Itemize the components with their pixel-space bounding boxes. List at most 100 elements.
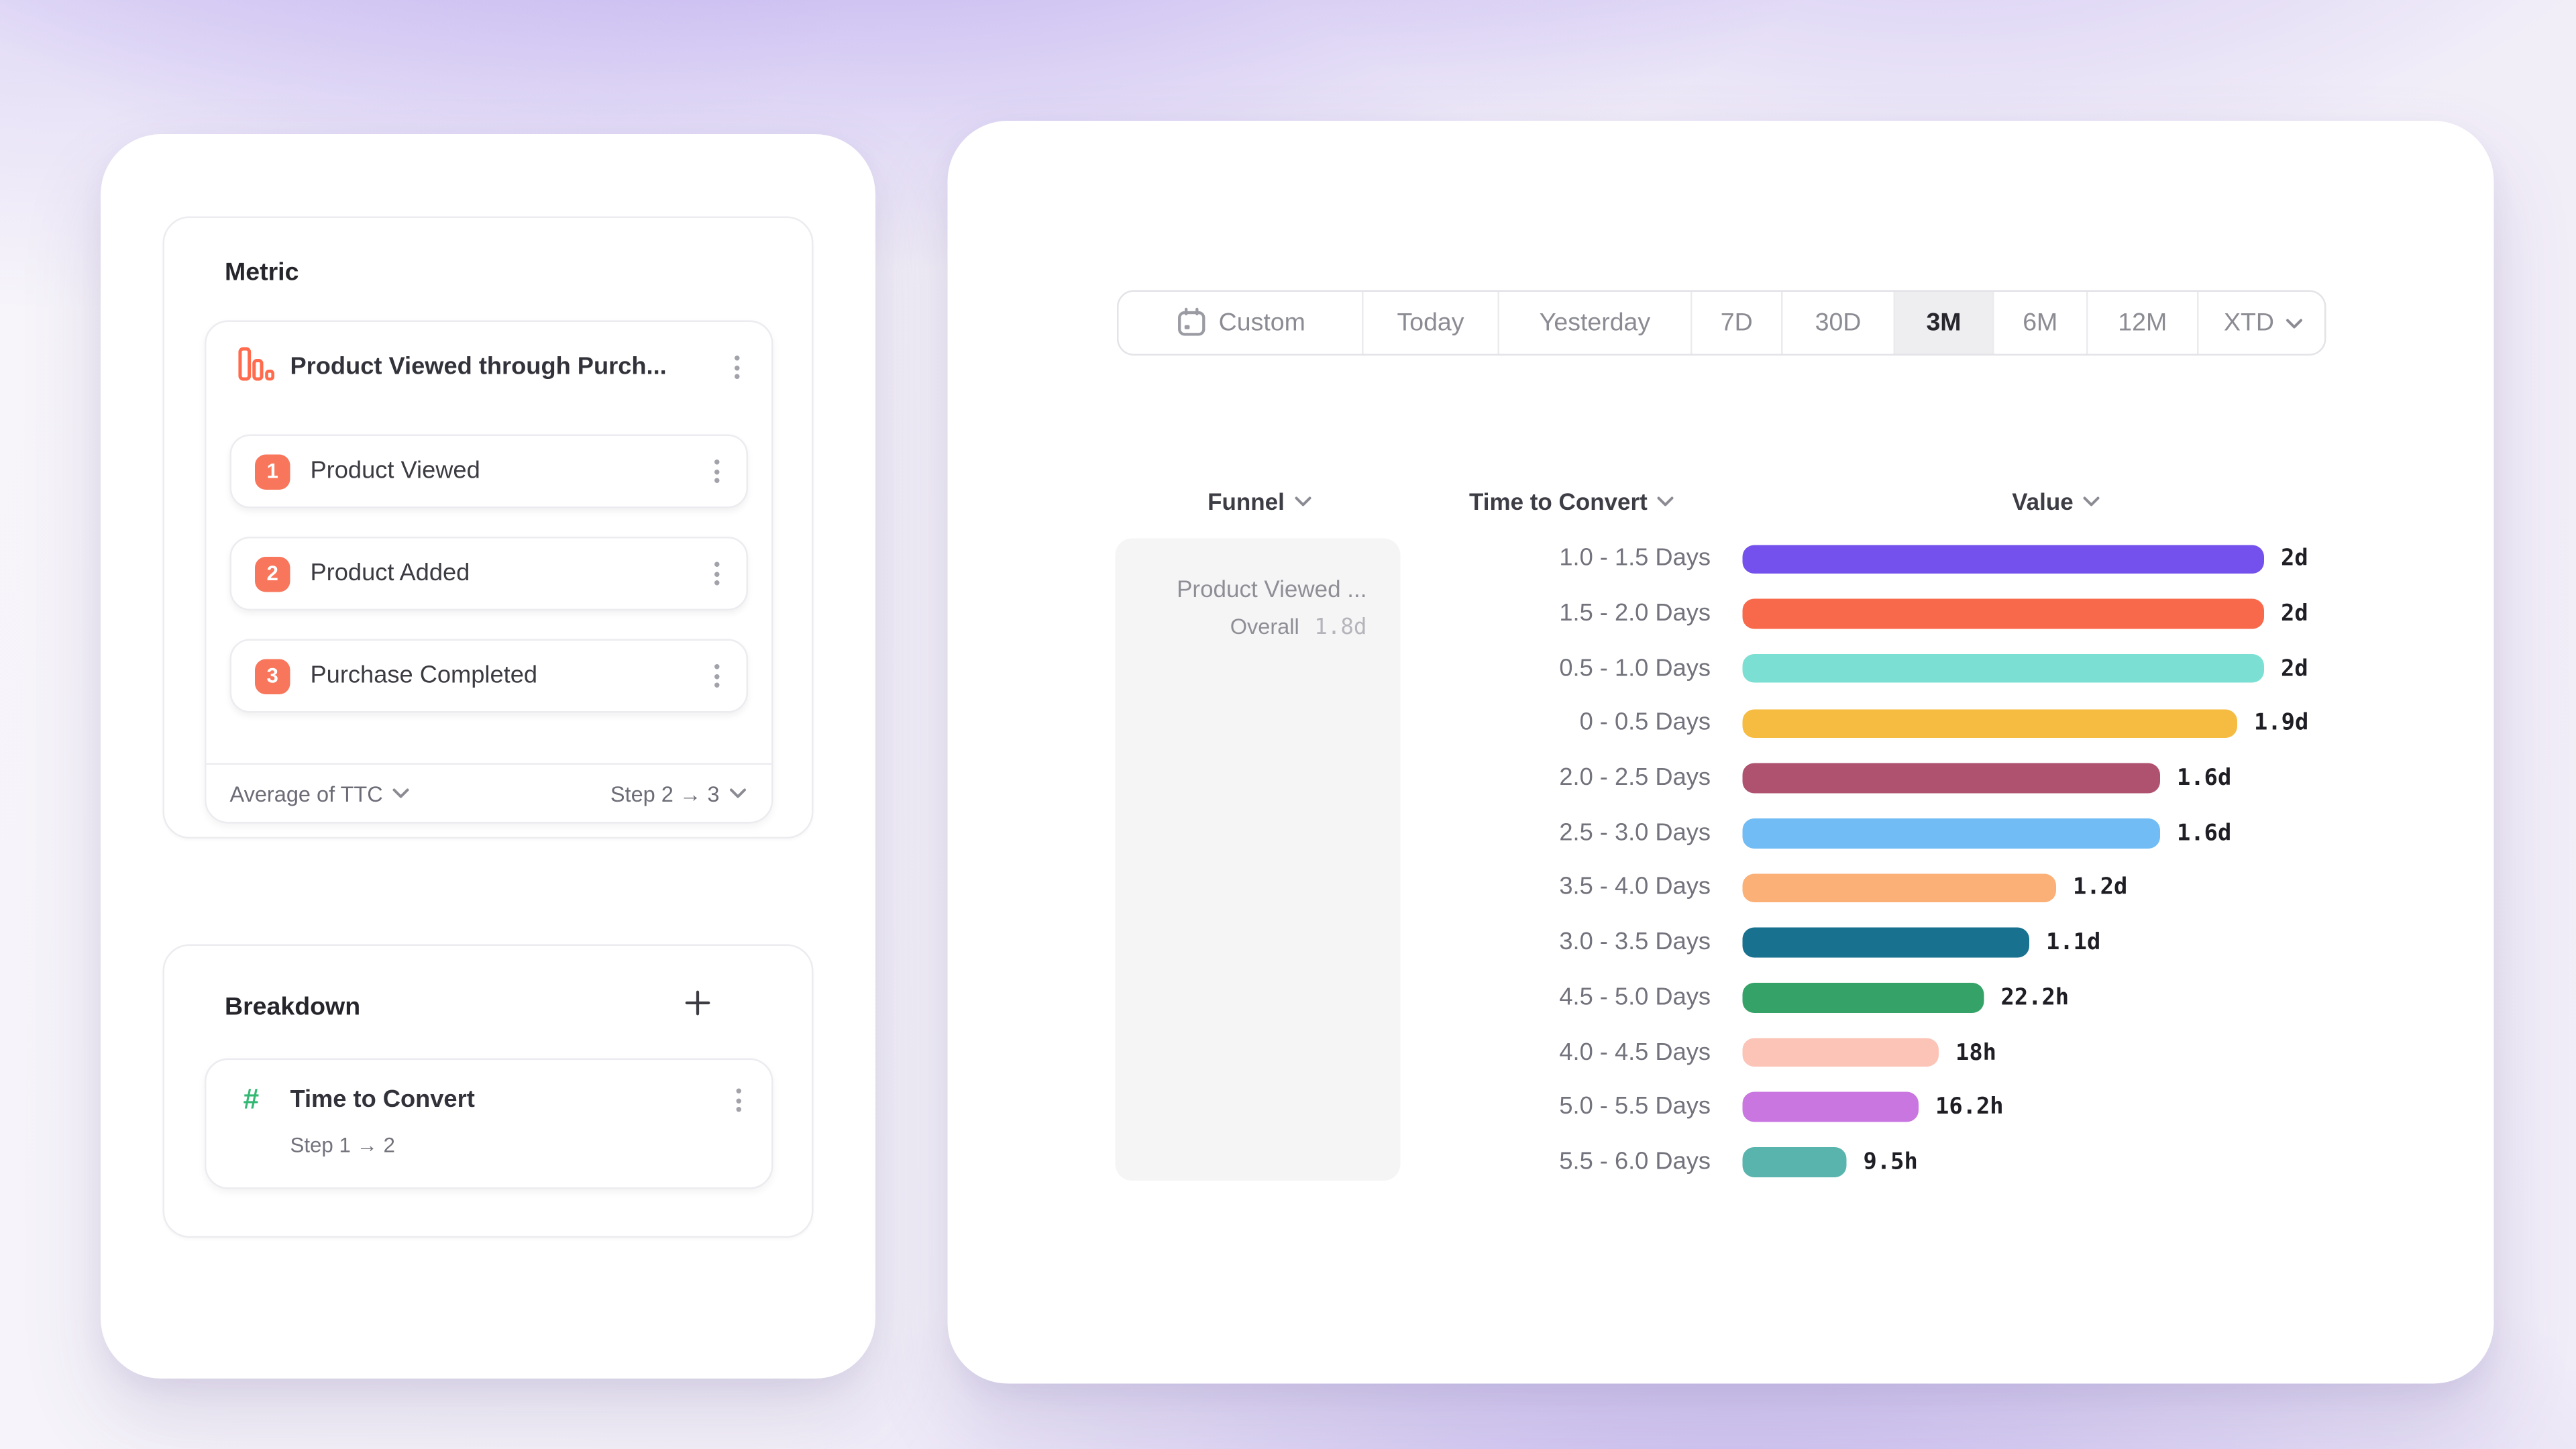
column-header-funnel[interactable]: Funnel — [1117, 488, 1402, 515]
value-bar[interactable] — [1742, 544, 2264, 574]
chevron-down-icon — [393, 788, 410, 798]
step-number-badge: 2 — [255, 555, 290, 592]
date-option-6m[interactable]: 6M — [1992, 292, 2086, 354]
value-label: 16.2h — [1935, 1093, 2004, 1121]
value-bar[interactable] — [1742, 1147, 1847, 1177]
date-option-label: 3M — [1926, 309, 1962, 337]
value-label: 1.6d — [2177, 765, 2232, 792]
overall-label: Overall — [1230, 614, 1299, 639]
value-label: 1.1d — [2046, 929, 2101, 957]
value-label: 2d — [2281, 545, 2308, 573]
value-bar[interactable] — [1742, 1092, 1919, 1122]
report-panel: Custom Today Yesterday 7D 30D 3M 6M 12M XTD Funn… — [947, 121, 2494, 1384]
bucket-label: 0 - 0.5 Days — [1579, 710, 1711, 737]
kebab-menu-icon[interactable] — [708, 453, 727, 490]
date-option-7d[interactable]: 7D — [1690, 292, 1781, 354]
value-label: 1.6d — [2177, 819, 2232, 847]
step-number-badge: 1 — [255, 453, 290, 489]
bucket-label: 3.0 - 3.5 Days — [1559, 929, 1711, 957]
bucket-label: 0.5 - 1.0 Days — [1559, 655, 1711, 682]
chart-row: 3.5 - 4.0 Days 1.2d — [948, 861, 2494, 916]
step-label: Purchase Completed — [310, 662, 538, 690]
date-option-yesterday[interactable]: Yesterday — [1497, 292, 1691, 354]
chart-row: 3.0 - 3.5 Days 1.1d — [948, 916, 2494, 971]
chart-row: 1.0 - 1.5 Days 2d — [948, 532, 2494, 587]
value-bar[interactable] — [1742, 599, 2264, 629]
date-option-30d[interactable]: 30D — [1781, 292, 1894, 354]
date-option-label: Custom — [1218, 309, 1305, 337]
step-label: Product Viewed — [310, 458, 480, 485]
chart-row: 4.5 - 5.0 Days 22.2h — [948, 970, 2494, 1025]
value-label: 2d — [2281, 600, 2308, 628]
chart-row: 1.5 - 2.0 Days 2d — [948, 586, 2494, 641]
add-breakdown-button[interactable] — [684, 989, 711, 1025]
value-label: 22.2h — [2000, 984, 2070, 1012]
funnel-steps-list: 1 Product Viewed 2 Product Added 3 Purchase C… — [207, 413, 772, 713]
column-header-ttc-label: Time to Convert — [1469, 488, 1648, 515]
kebab-menu-icon[interactable] — [730, 1082, 749, 1119]
bucket-label: 5.0 - 5.5 Days — [1559, 1093, 1711, 1121]
chart-row: 5.5 - 6.0 Days 9.5h — [948, 1134, 2494, 1189]
step-range-label: Step 2 → 3 — [610, 780, 720, 806]
funnel-group-cell: Product Viewed ... Overall 1.8d — [1115, 538, 1401, 1181]
chart-row: 2.0 - 2.5 Days 1.6d — [948, 751, 2494, 806]
calendar-icon — [1177, 307, 1205, 336]
step-range-dropdown[interactable]: Step 2 → 3 — [610, 781, 747, 806]
value-bar[interactable] — [1742, 873, 2056, 903]
date-option-today[interactable]: Today — [1362, 292, 1498, 354]
funnel-step-row-1[interactable]: 1 Product Viewed — [229, 434, 748, 508]
date-option-xtd[interactable]: XTD — [2197, 292, 2324, 354]
aggregation-label: Average of TTC — [229, 780, 383, 806]
funnel-bars-icon — [238, 346, 275, 388]
bucket-label: 4.5 - 5.0 Days — [1559, 984, 1711, 1012]
date-option-12m[interactable]: 12M — [2086, 292, 2197, 354]
value-bar[interactable] — [1742, 818, 2160, 848]
funnel-step-row-2[interactable]: 2 Product Added — [229, 537, 748, 610]
value-bar[interactable] — [1742, 928, 2029, 958]
funnel-metric-card: Product Viewed through Purch... 1 Product… — [205, 320, 773, 824]
breakdown-heading: Breakdown — [225, 993, 361, 1022]
value-label: 1.9d — [2254, 710, 2309, 737]
bucket-label: 3.5 - 4.0 Days — [1559, 874, 1711, 902]
funnel-metric-footer: Average of TTC Step 2 → 3 — [206, 763, 771, 822]
funnel-metric-header[interactable]: Product Viewed through Purch... — [207, 322, 772, 413]
breakdown-property-card[interactable]: # Time to Convert Step 1 → 2 — [205, 1058, 773, 1189]
date-range-picker: Custom Today Yesterday 7D 30D 3M 6M 12M XTD — [1117, 290, 2326, 356]
aggregation-dropdown[interactable]: Average of TTC — [230, 781, 410, 806]
value-bar[interactable] — [1742, 708, 2237, 739]
value-bar[interactable] — [1742, 983, 1984, 1012]
chart-row: 2.5 - 3.0 Days 1.6d — [948, 806, 2494, 861]
chart-row: 0.5 - 1.0 Days 2d — [948, 641, 2494, 696]
funnel-metric-title: Product Viewed through Purch... — [290, 354, 667, 381]
value-bar[interactable] — [1742, 763, 2160, 794]
date-option-label: 12M — [2118, 309, 2167, 337]
funnel-step-row-3[interactable]: 3 Purchase Completed — [229, 639, 748, 713]
date-option-label: Yesterday — [1539, 309, 1651, 337]
funnel-group-name: Product Viewed ... — [1177, 575, 1367, 602]
bucket-label: 1.0 - 1.5 Days — [1559, 545, 1711, 573]
column-header-time-to-convert[interactable]: Time to Convert — [1469, 488, 1674, 515]
chart-row: 5.0 - 5.5 Days 16.2h — [948, 1080, 2494, 1135]
date-option-label: XTD — [2224, 309, 2274, 337]
value-bar[interactable] — [1742, 653, 2264, 684]
kebab-menu-icon[interactable] — [708, 657, 727, 694]
breakdown-property-sublabel: Step 1 → 2 — [290, 1134, 395, 1157]
hash-icon: # — [243, 1083, 260, 1116]
kebab-menu-icon[interactable] — [728, 349, 747, 386]
date-option-3m[interactable]: 3M — [1893, 292, 1992, 354]
column-header-value-label: Value — [2012, 488, 2074, 515]
breakdown-property-label: Time to Convert — [290, 1087, 475, 1114]
value-label: 9.5h — [1863, 1148, 1918, 1176]
value-label: 18h — [1955, 1038, 1996, 1066]
column-header-funnel-label: Funnel — [1208, 488, 1285, 515]
bucket-label: 2.5 - 3.0 Days — [1559, 819, 1711, 847]
query-builder-panel: Metric Product Viewed through Purch... 1… — [101, 134, 875, 1379]
column-header-value[interactable]: Value — [1743, 488, 2370, 515]
date-option-custom[interactable]: Custom — [1119, 292, 1362, 354]
date-option-label: Today — [1397, 309, 1464, 337]
value-label: 1.2d — [2073, 874, 2128, 902]
value-label: 2d — [2281, 655, 2308, 682]
value-bar[interactable] — [1742, 1037, 1939, 1067]
kebab-menu-icon[interactable] — [708, 555, 727, 592]
date-option-label: 6M — [2023, 309, 2058, 337]
